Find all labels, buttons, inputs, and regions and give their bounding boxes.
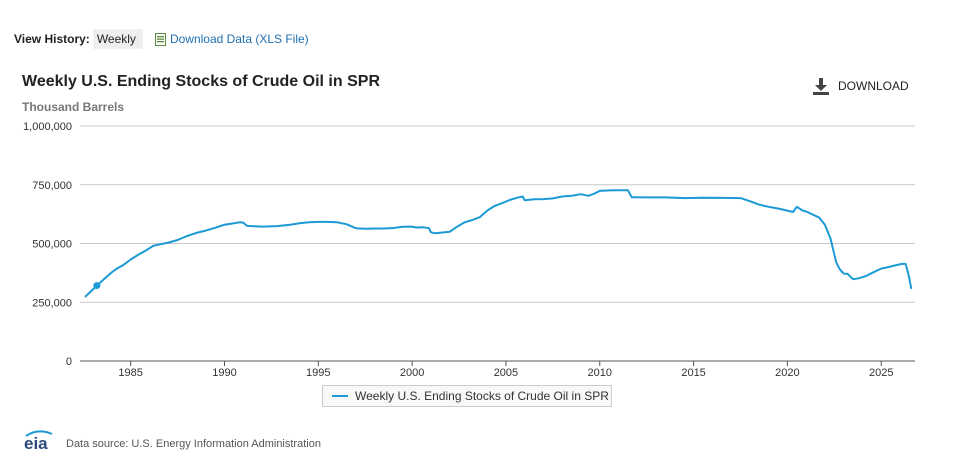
y-tick-label: 750,000 <box>32 180 72 192</box>
download-data-link[interactable]: Download Data (XLS File) <box>154 32 309 46</box>
view-history-select[interactable]: Weekly <box>92 29 143 49</box>
chart-title: Weekly U.S. Ending Stocks of Crude Oil i… <box>22 73 380 90</box>
legend-series-label[interactable]: Weekly U.S. Ending Stocks of Crude Oil i… <box>355 389 609 403</box>
chart-subtitle: Thousand Barrels <box>22 100 125 114</box>
download-button-label[interactable]: DOWNLOAD <box>838 79 909 93</box>
x-tick-label: 2000 <box>400 367 424 379</box>
x-tick-label: 2005 <box>494 367 518 379</box>
download-button[interactable]: DOWNLOAD <box>812 77 909 95</box>
series-point-marker <box>93 282 101 290</box>
series-line-0 <box>84 189 913 298</box>
x-tick-label: 2015 <box>681 367 705 379</box>
download-data-label[interactable]: Download Data (XLS File) <box>169 32 309 46</box>
y-tick-label: 1,000,000 <box>23 121 72 133</box>
chart-legend[interactable]: Weekly U.S. Ending Stocks of Crude Oil i… <box>322 385 612 407</box>
y-tick-label: 250,000 <box>32 297 72 309</box>
y-tick-label: 0 <box>66 356 72 368</box>
xls-file-icon <box>154 32 166 46</box>
x-tick-label: 2025 <box>869 367 893 379</box>
x-tick-label: 1985 <box>118 367 142 379</box>
footer: eia Data source: U.S. Energy Information… <box>22 428 321 452</box>
svg-text:eia: eia <box>24 434 48 452</box>
x-tick-label: 1995 <box>306 367 330 379</box>
view-history-toolbar: View History: Weekly Download Data (XLS … <box>14 29 309 49</box>
data-source-text: Data source: U.S. Energy Information Adm… <box>66 438 321 450</box>
x-tick-label: 2010 <box>588 367 612 379</box>
x-tick-label: 1990 <box>212 367 236 379</box>
view-history-label: View History: <box>14 32 90 46</box>
download-icon <box>813 78 829 95</box>
legend-swatch <box>332 395 348 397</box>
eia-logo: eia <box>24 430 53 452</box>
x-tick-label: 2020 <box>775 367 799 379</box>
y-tick-label: 500,000 <box>32 239 72 251</box>
